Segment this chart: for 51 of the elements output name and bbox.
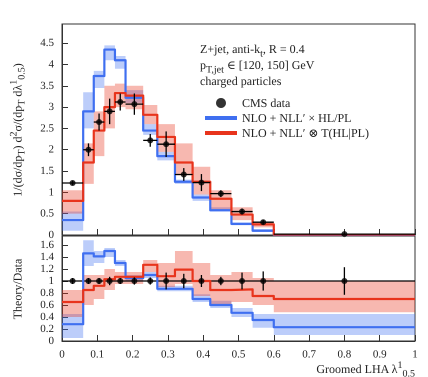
point: [70, 180, 76, 186]
y-tick-label: 1.4: [40, 251, 54, 263]
y-tick-label: 2: [48, 144, 54, 156]
point: [341, 231, 348, 238]
annotation: charged particles: [200, 74, 282, 89]
x-tick-label: 1: [412, 348, 418, 360]
y-tick-label: 1: [48, 186, 54, 198]
x-tick-label: 0.4: [196, 348, 211, 360]
point: [96, 119, 102, 126]
legend-label: CMS data: [242, 96, 292, 110]
x-tick-label: 0.2: [126, 348, 140, 360]
point: [260, 219, 266, 226]
y-tick-label: 4.5: [40, 37, 54, 50]
y-tick-label: 2.5: [40, 122, 54, 134]
point: [163, 141, 170, 148]
y-tick-label: 1.5: [40, 165, 54, 178]
y-tick-label: 0: [48, 335, 54, 347]
y-tick-label: 1: [48, 275, 54, 287]
y-tick-label: 0.5: [40, 208, 54, 220]
point: [117, 99, 124, 106]
y-tick-label: 3: [48, 101, 54, 114]
point: [218, 190, 224, 197]
y-tick-label: 0.4: [40, 311, 54, 323]
point: [198, 180, 204, 186]
annotation: p$_{T,jet}$ ∈ [120, 150] GeV: [200, 58, 314, 76]
y-tick-label: 0.8: [40, 287, 54, 299]
x-tick-label: 0.3: [161, 348, 176, 360]
point: [85, 146, 92, 153]
annotation: Z+jet, anti-k$_{t}$, R = 0.4: [200, 42, 305, 60]
point: [131, 101, 138, 108]
x-tick-label: 0.1: [90, 348, 104, 360]
y-tick-label: 0.6: [40, 299, 54, 311]
point: [239, 208, 246, 215]
y-tick-label: 0: [48, 229, 54, 241]
x-tick-label: 0.9: [372, 348, 388, 360]
y-axis-title: Theory/Data: [10, 258, 26, 319]
y-tick-label: 3.5: [40, 80, 54, 92]
x-tick-label: 0.5: [232, 348, 246, 360]
point: [147, 137, 154, 144]
x-tick-label: 0.8: [338, 348, 352, 360]
legend-label: NLO + NLL′ ⊗ T(HL|PL): [242, 126, 369, 140]
x-tick-label: 0.7: [302, 348, 316, 360]
x-tick-label: 0.6: [266, 348, 282, 360]
y-tick-label: 1.2: [40, 263, 54, 275]
y-tick-label: 4: [48, 58, 54, 70]
point: [106, 108, 113, 114]
legend-label: NLO + NLL′ × HL/PL: [242, 111, 352, 125]
y-tick-label: 0.2: [40, 323, 54, 335]
x-tick-label: 0: [59, 348, 66, 360]
y-tick-label: 1.6: [40, 239, 54, 251]
point: [180, 171, 187, 178]
